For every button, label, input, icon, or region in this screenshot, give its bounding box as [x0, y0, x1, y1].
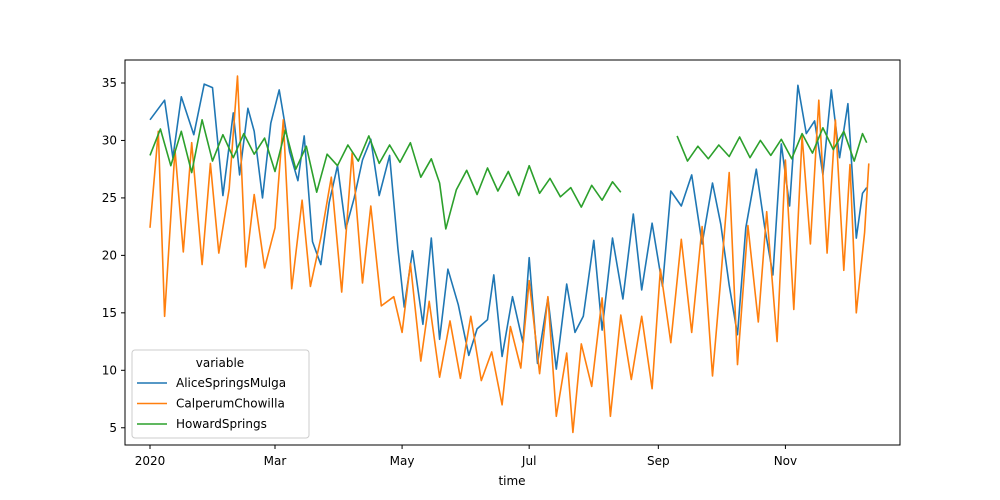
x-tick-label: Sep [647, 454, 670, 468]
ticks-layer: 5 10 15 20 25 30 35 2020 Mar May Jul Sep Nov [102, 76, 797, 468]
legend-entries: AliceSpringsMulga CalperumChowilla HowardS… [137, 376, 286, 431]
legend-title: variable [196, 356, 244, 370]
series-line-2 [149, 75, 870, 434]
x-tick-label: May [390, 454, 415, 468]
x-tick-label: 2020 [135, 454, 166, 468]
x-axis-label: time [498, 474, 525, 488]
y-tick-label: 10 [102, 363, 117, 377]
y-tick-label: 15 [102, 306, 117, 320]
y-tick-label: 35 [102, 76, 117, 90]
x-tick-label: Nov [774, 454, 797, 468]
y-tick-label: 5 [109, 421, 117, 435]
plot-frame [124, 59, 901, 446]
legend-entry-label: CalperumChowilla [176, 397, 285, 411]
legend-entry-label: HowardSprings [176, 417, 267, 431]
legend-entry-label: AliceSpringsMulga [176, 376, 286, 390]
series-line-3 [149, 119, 868, 230]
series-layer [149, 75, 870, 434]
y-tick-label: 30 [102, 133, 117, 147]
legend: variable AliceSpringsMulga CalperumChowil… [131, 349, 310, 439]
series-line-1 [149, 83, 868, 370]
y-tick-label: 20 [102, 248, 117, 262]
legend-box [131, 349, 310, 439]
x-tick-label: Jul [521, 454, 536, 468]
y-tick-label: 25 [102, 191, 117, 205]
x-tick-label: Mar [264, 454, 287, 468]
